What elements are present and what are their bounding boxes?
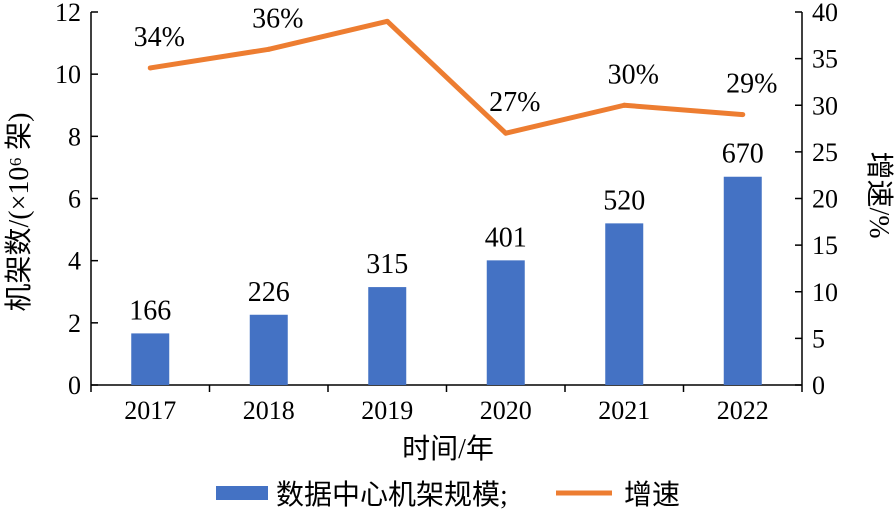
right-tick-label: 40 — [812, 0, 838, 27]
legend-label-bars: 数据中心机架规模; — [276, 479, 508, 511]
bar-2019 — [368, 287, 407, 385]
line-point-2017 — [147, 65, 153, 71]
x-tick-label: 2022 — [717, 396, 769, 425]
data-labels-layer: 166 226 315 401 520 670 34% 36% 39% 27% 30% 29% — [129, 0, 777, 326]
bar-2020 — [486, 260, 525, 385]
right-tick-label: 10 — [812, 278, 838, 307]
legend: 数据中心机架规模; 增速 — [216, 479, 680, 511]
bar-value-label: 166 — [129, 295, 171, 326]
line-point-2019 — [384, 18, 390, 24]
bar-value-label: 226 — [248, 277, 290, 308]
bar-value-label: 401 — [485, 222, 527, 253]
line-layer — [147, 18, 746, 136]
left-tick-label: 10 — [55, 60, 81, 89]
line-point-2021 — [621, 102, 627, 108]
line-point-2018 — [266, 46, 272, 52]
bar-value-label: 520 — [603, 185, 645, 216]
line-value-label: 30% — [608, 59, 659, 90]
right-tick-label: 0 — [812, 371, 825, 400]
axes-layer: 0 2 4 6 8 10 12 0 5 10 15 20 25 30 35 40 2017 2018 2019 202… — [55, 0, 838, 425]
right-tick-label: 30 — [812, 91, 838, 120]
x-tick-label: 2019 — [361, 396, 413, 425]
right-tick-label: 35 — [812, 45, 838, 74]
left-tick-label: 6 — [68, 185, 81, 214]
line-value-label: 29% — [726, 69, 777, 100]
left-tick-label: 8 — [68, 122, 81, 151]
right-tick-label: 20 — [812, 185, 838, 214]
left-axis-title: 机架数/(×10⁶ 架) — [3, 113, 35, 312]
bar-value-label: 670 — [722, 139, 764, 170]
legend-label-line: 增速 — [624, 479, 680, 511]
line-point-2020 — [503, 130, 509, 136]
left-tick-label: 2 — [68, 309, 81, 338]
bar-2017 — [131, 333, 170, 385]
x-axis-title: 时间/年 — [402, 433, 494, 465]
bars-layer — [131, 176, 762, 385]
line-value-label: 34% — [134, 22, 185, 53]
line-value-label: 36% — [252, 3, 303, 34]
right-tick-label: 5 — [812, 324, 825, 353]
bar-2022 — [723, 176, 762, 385]
bar-2018 — [249, 314, 288, 385]
line-value-label: 27% — [489, 87, 540, 118]
line-point-2022 — [740, 112, 746, 118]
x-tick-label: 2020 — [480, 396, 532, 425]
growth-rate-line — [149, 18, 743, 136]
right-tick-label: 25 — [812, 138, 838, 167]
left-tick-label: 12 — [55, 0, 81, 27]
x-tick-label: 2018 — [243, 396, 295, 425]
left-tick-label: 0 — [68, 371, 81, 400]
bar-value-label: 315 — [366, 249, 408, 280]
legend-swatch-bars — [216, 486, 268, 500]
x-tick-label: 2021 — [598, 396, 650, 425]
right-axis-title: 增速/% — [863, 151, 895, 238]
right-tick-label: 15 — [812, 231, 838, 260]
bar-2021 — [605, 223, 644, 385]
line-value-label: 39% — [371, 0, 422, 6]
x-tick-label: 2017 — [124, 396, 176, 425]
left-tick-label: 4 — [68, 247, 81, 276]
